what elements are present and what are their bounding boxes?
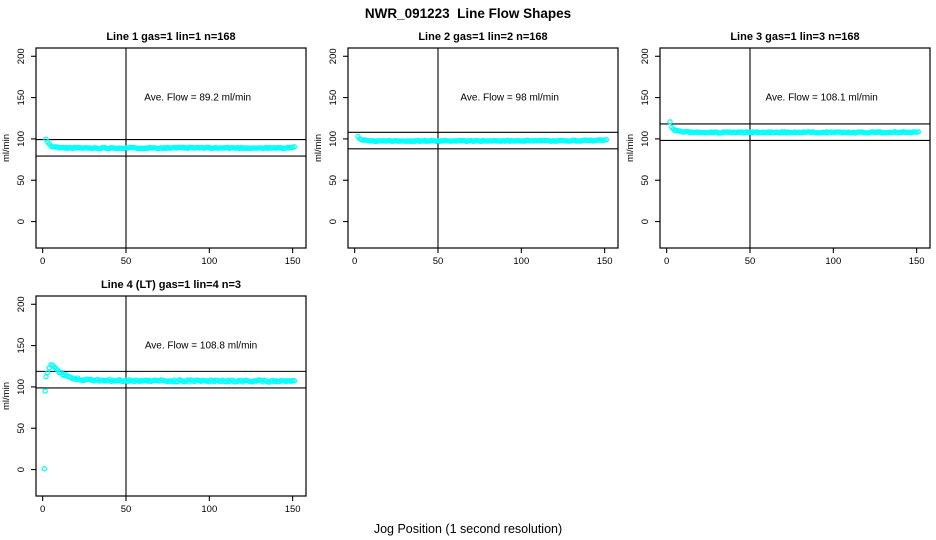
data-point <box>291 378 298 384</box>
y-tick-label: 50 <box>328 175 339 186</box>
panel-svg: Line 3 gas=1 lin=3 n=168 0 50 100 150 0 50 100 1… <box>625 31 931 267</box>
panel-svg: Line 4 (LT) gas=1 lin=4 n=3 0 50 100 150 0 50 1… <box>1 279 307 515</box>
panel-line-4: Line 4 (LT) gas=1 lin=4 n=3 0 50 100 150 0 50 1… <box>0 274 312 522</box>
y-tick-label: 200 <box>16 48 27 64</box>
empty-cell <box>624 274 936 522</box>
x-tick-label: 100 <box>201 256 217 267</box>
y-axis-label: ml/min <box>1 382 12 410</box>
data-point <box>41 466 48 472</box>
figure-xlabel: Jog Position (1 second resolution) <box>373 522 563 536</box>
y-tick-label: 0 <box>640 219 651 224</box>
y-axis-label: ml/min <box>1 134 12 162</box>
x-tick-label: 50 <box>121 256 132 267</box>
y-tick-label: 200 <box>16 296 27 312</box>
data-point <box>667 119 673 125</box>
y-axis-label: ml/min <box>313 134 324 162</box>
y-tick-label: 0 <box>16 219 27 224</box>
panel-line-1: Line 1 gas=1 lin=1 n=168 0 50 100 150 0 50 100 1… <box>0 26 312 274</box>
data-point <box>44 370 51 376</box>
x-tick-label: 100 <box>513 256 529 267</box>
panel-line-3: Line 3 gas=1 lin=3 n=168 0 50 100 150 0 50 100 1… <box>624 26 936 274</box>
plot-box <box>35 47 307 249</box>
ave-flow-annotation: Ave. Flow = 108.8 ml/min <box>145 341 257 352</box>
y-tick-label: 100 <box>16 131 27 147</box>
y-tick-label: 150 <box>640 90 651 106</box>
x-tick-label: 50 <box>121 504 132 515</box>
panel-svg: Line 2 gas=1 lin=2 n=168 0 50 100 150 0 50 100 1… <box>313 31 619 267</box>
y-tick-label: 150 <box>16 338 27 354</box>
x-tick-label: 0 <box>352 256 357 267</box>
y-tick-label: 0 <box>328 219 339 224</box>
data-point <box>915 129 922 135</box>
panel-grid: Line 1 gas=1 lin=1 n=168 0 50 100 150 0 50 100 1… <box>0 26 936 522</box>
x-tick-label: 50 <box>745 256 756 267</box>
y-tick-label: 200 <box>328 48 339 64</box>
plot-box <box>347 47 619 249</box>
panel-title: Line 2 gas=1 lin=2 n=168 <box>418 31 547 43</box>
x-tick-label: 150 <box>285 504 301 515</box>
x-tick-label: 50 <box>433 256 444 267</box>
x-tick-label: 150 <box>597 256 613 267</box>
y-tick-label: 100 <box>640 131 651 147</box>
y-tick-label: 50 <box>16 175 27 186</box>
ave-flow-annotation: Ave. Flow = 108.1 ml/min <box>765 93 877 104</box>
x-tick-label: 150 <box>285 256 301 267</box>
panel-title: Line 4 (LT) gas=1 lin=4 n=3 <box>101 279 241 291</box>
x-tick-label: 0 <box>664 256 669 267</box>
x-tick-label: 150 <box>909 256 925 267</box>
y-tick-label: 100 <box>16 379 27 395</box>
data-point <box>42 388 48 394</box>
y-tick-label: 0 <box>16 467 27 472</box>
data-point <box>291 144 298 150</box>
panel-title: Line 3 gas=1 lin=3 n=168 <box>730 31 859 43</box>
y-tick-label: 200 <box>640 48 651 64</box>
y-tick-label: 150 <box>16 90 27 106</box>
y-axis-label: ml/min <box>625 134 636 162</box>
y-tick-label: 50 <box>16 423 27 434</box>
panel-title: Line 1 gas=1 lin=1 n=168 <box>106 31 235 43</box>
empty-cell <box>312 274 624 522</box>
ave-flow-annotation: Ave. Flow = 89.2 ml/min <box>144 93 251 104</box>
panel-line-2: Line 2 gas=1 lin=2 n=168 0 50 100 150 0 50 100 1… <box>312 26 624 274</box>
x-tick-label: 0 <box>40 504 45 515</box>
x-tick-label: 100 <box>825 256 841 267</box>
x-tick-label: 100 <box>201 504 217 515</box>
plot-box <box>35 295 307 497</box>
y-tick-label: 50 <box>640 175 651 186</box>
plot-box <box>659 47 931 249</box>
y-tick-label: 150 <box>328 90 339 106</box>
x-tick-label: 0 <box>40 256 45 267</box>
ave-flow-annotation: Ave. Flow = 98 ml/min <box>460 93 558 104</box>
panel-svg: Line 1 gas=1 lin=1 n=168 0 50 100 150 0 50 100 1… <box>1 31 307 267</box>
y-tick-label: 100 <box>328 131 339 147</box>
data-point <box>603 136 610 143</box>
figure-title: NWR_091223 Line Flow Shapes <box>364 6 572 21</box>
